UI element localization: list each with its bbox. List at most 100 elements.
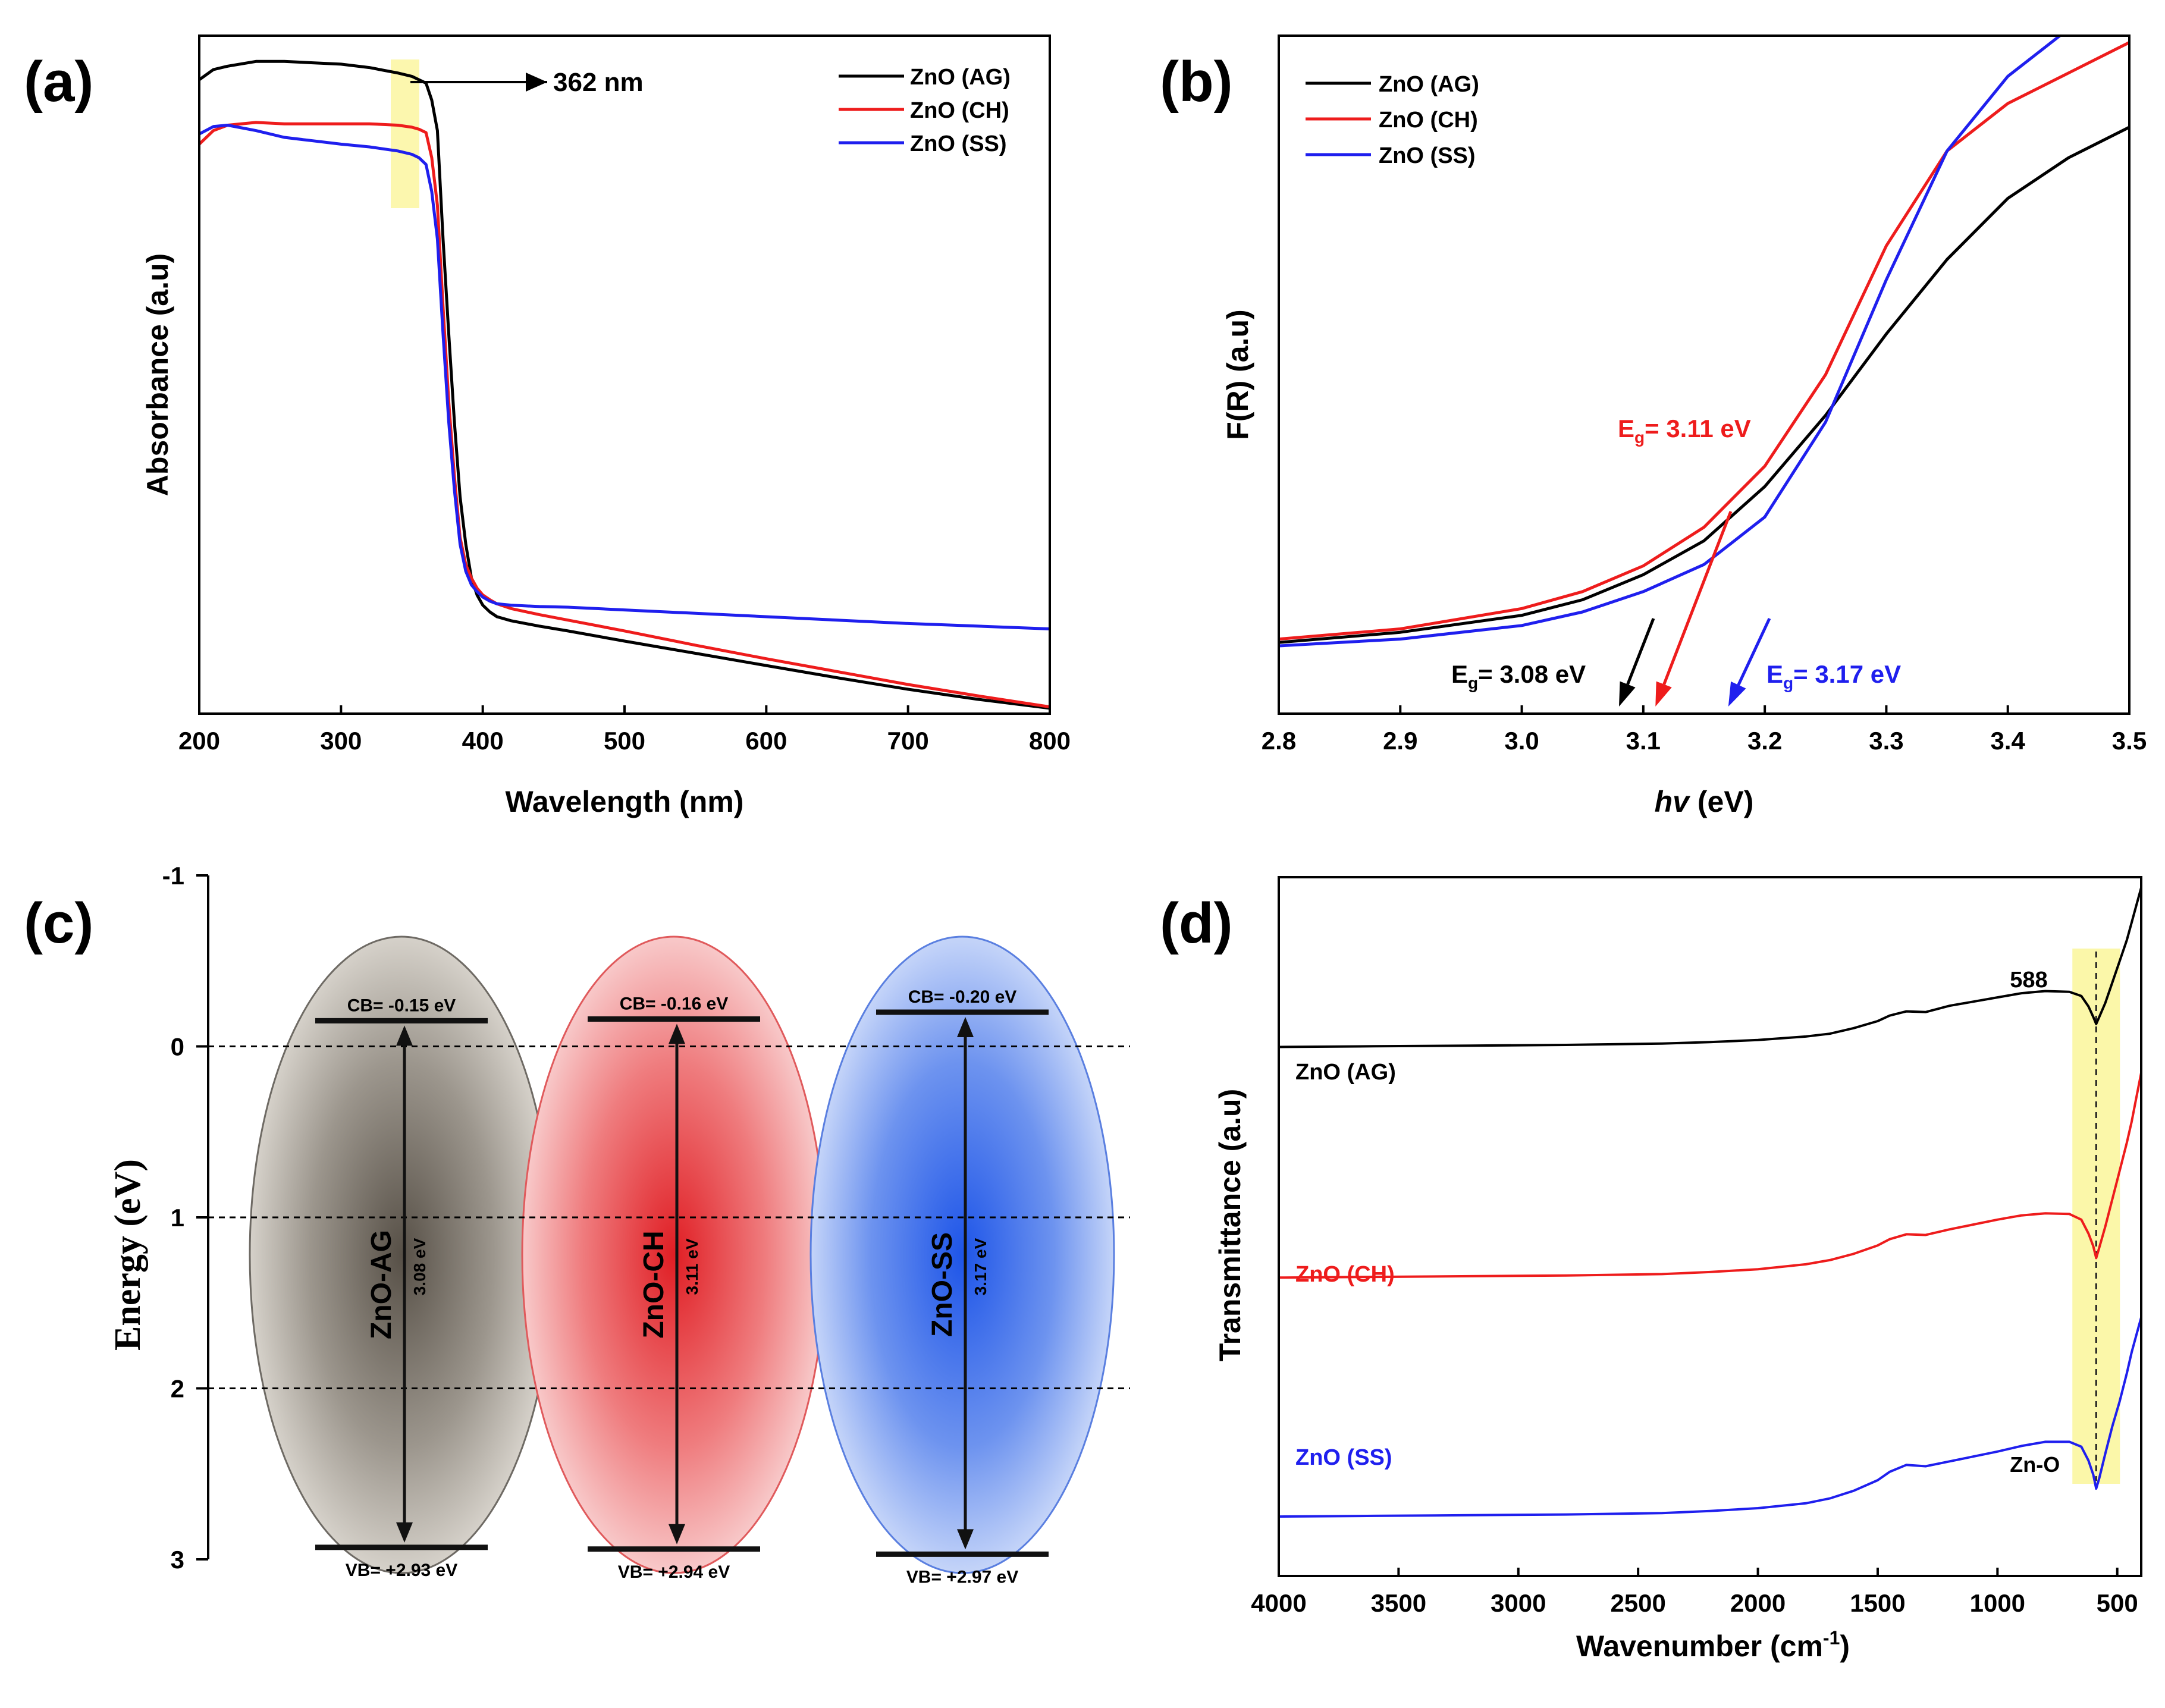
x-axis-label-d-close: ) — [1840, 1629, 1850, 1663]
a-x-tick-label-6: 800 — [1029, 727, 1071, 755]
panel-c: (c) -1 0 1 2 3 CB= -0.15 eV VB= +2.93 eV ZnO-AG… — [24, 862, 1130, 1587]
d-x-tick-label-3: 2500 — [1610, 1589, 1665, 1617]
legend-a-ss-text: ZnO (SS) — [910, 131, 1007, 156]
b-arrowhead-ss — [1728, 681, 1746, 707]
b-arrow-ss — [1737, 617, 1771, 686]
x-axis-label-d-sup: -1 — [1823, 1627, 1840, 1649]
c-gap-value-ag: 3.08 eV — [410, 1238, 429, 1295]
plot-b-frame — [1278, 34, 2131, 715]
a-x-tick-label-1: 300 — [320, 727, 362, 755]
b-x-tick-label-7: 3.5 — [2112, 727, 2147, 755]
c-material-name-ch: ZnO-CH — [638, 1230, 670, 1338]
b-x-tick-label-5: 3.3 — [1869, 727, 1903, 755]
d-peak-label: 588 — [2010, 968, 2047, 993]
d-series-ss — [1278, 1317, 2142, 1518]
c-body: -1 0 1 2 3 CB= -0.15 eV VB= +2.93 eV ZnO-AG 3.08… — [162, 862, 1130, 1587]
a-series-ag — [198, 59, 1050, 710]
panel-b-label: (b) — [1160, 50, 1233, 114]
legend-b-ch-text: ZnO (CH) — [1379, 108, 1478, 133]
y-axis-label-c: Energy (eV) — [108, 1159, 148, 1351]
b-arrowhead-ag — [1619, 681, 1636, 707]
c-ellipse-ag — [249, 935, 554, 1574]
c-cb-label-ss: CB= -0.20 eV — [908, 987, 1017, 1007]
c-cb-label-ch: CB= -0.16 eV — [620, 994, 729, 1014]
b-label-value: = 3.11 eV — [1645, 415, 1751, 442]
d-band-label: Zn-O — [2010, 1452, 2060, 1477]
c-material-name-ss: ZnO-SS — [927, 1232, 958, 1337]
panel-c-label: (c) — [24, 891, 93, 955]
b-label-e: E — [1451, 660, 1468, 688]
c-gap-value-ss: 3.17 eV — [971, 1238, 990, 1295]
d-x-tick-label-4: 2000 — [1730, 1589, 1786, 1617]
c-material-name-ag: ZnO-AG — [366, 1230, 397, 1339]
plot-d-frame — [1278, 876, 2142, 1577]
a-series-ch — [198, 121, 1050, 709]
c-y-tick-label-1: 0 — [171, 1033, 184, 1061]
d-series-label-ch: ZnO (CH) — [1295, 1262, 1395, 1287]
c-y-tick-label-4: 3 — [171, 1546, 184, 1574]
b-series-ss — [1279, 36, 2063, 648]
x-axis-label-a: Wavelength (nm) — [506, 785, 744, 818]
x-axis-label-b-italic: hv — [1655, 785, 1692, 818]
d-series-ch — [1278, 1072, 2142, 1279]
y-axis-label-b: F(R) (a.u) — [1221, 309, 1254, 439]
a-x-tick-label-0: 200 — [178, 727, 220, 755]
b-series-ag — [1279, 125, 2129, 644]
a-x-tick-label-2: 400 — [462, 727, 504, 755]
d-body: ZnO (AG) ZnO (CH) ZnO (SS) 588 Zn-O — [1278, 887, 2142, 1518]
x-axis-label-b: hv (eV) — [1655, 785, 1754, 818]
a-x-tick-label-5: 700 — [887, 727, 929, 755]
b-label-sub: g — [1634, 428, 1645, 447]
c-vb-label-ss: VB= +2.97 eV — [906, 1567, 1018, 1587]
b-x-tick-label-1: 2.9 — [1383, 727, 1417, 755]
d-series-ag — [1278, 887, 2142, 1048]
b-arrowhead-ch — [1655, 681, 1672, 707]
x-axis-label-d: Wavenumber (cm-1) — [1576, 1627, 1850, 1663]
a-curves — [198, 59, 1050, 710]
b-arrow-ag — [1626, 618, 1655, 685]
c-gap-arrowhead-bot-ch — [669, 1524, 685, 1544]
c-gap-value-ch: 3.11 eV — [683, 1238, 701, 1295]
b-series-ch — [1279, 41, 2129, 641]
a-x-tick-label-4: 600 — [745, 727, 787, 755]
b-xticks: 2.8 2.9 3.0 3.1 3.2 3.3 3.4 3.5 — [1262, 705, 2147, 755]
peak-highlight-a — [391, 59, 419, 208]
b-x-tick-label-4: 3.2 — [1747, 727, 1782, 755]
c-gap-arrowhead-bot-ag — [396, 1522, 413, 1543]
panel-d-label: (d) — [1160, 891, 1233, 955]
b-arrow-ch — [1662, 511, 1733, 685]
d-x-tick-label-1: 3500 — [1371, 1589, 1426, 1617]
d-x-tick-label-7: 500 — [2097, 1589, 2138, 1617]
b-label-sub: g — [1783, 674, 1793, 692]
c-gap-arrowhead-bot-ss — [957, 1529, 974, 1550]
b-x-tick-label-0: 2.8 — [1262, 727, 1296, 755]
y-axis-label-a: Absorbance (a.u) — [141, 253, 174, 496]
d-x-tick-label-5: 1500 — [1850, 1589, 1905, 1617]
d-x-tick-label-6: 1000 — [1970, 1589, 2025, 1617]
panel-a-label: (a) — [24, 50, 93, 114]
d-series-label-ss: ZnO (SS) — [1295, 1445, 1392, 1470]
b-series-group — [1279, 36, 2129, 648]
legend-a-ch-text: ZnO (CH) — [910, 98, 1009, 123]
c-gap-arrowhead-top-ch — [669, 1023, 685, 1044]
annotation-362: 362 nm — [553, 68, 644, 97]
c-y-tick-label-0: -1 — [162, 862, 184, 890]
b-label-ch: Eg= 3.11 eV — [1618, 415, 1751, 447]
legend-a-ag-text: ZnO (AG) — [910, 65, 1011, 90]
b-x-tick-label-2: 3.0 — [1504, 727, 1539, 755]
legend-b-ag-text: ZnO (AG) — [1379, 72, 1479, 97]
b-x-tick-label-6: 3.4 — [1991, 727, 2026, 755]
legend-a: ZnO (AG) ZnO (CH) ZnO (SS) — [839, 65, 1011, 156]
a-xticks: 200 300 400 500 600 700 800 — [178, 705, 1071, 755]
b-label-value: = 3.08 eV — [1478, 660, 1586, 688]
y-axis-label-d: Transmittance (a.u) — [1213, 1089, 1247, 1361]
panel-b: (b) 2.8 2.9 3.0 3.1 3.2 3.3 3.4 3.5 Eg= 3.08 eV… — [1160, 34, 2147, 818]
c-vb-label-ag: VB= +2.93 eV — [346, 1561, 457, 1580]
x-axis-label-d-main: Wavenumber (cm — [1576, 1629, 1823, 1663]
b-label-sub: g — [1468, 674, 1478, 692]
x-axis-label-b-rest: (eV) — [1689, 785, 1753, 818]
c-ellipse-ss — [809, 935, 1115, 1574]
c-gap-arrowhead-top-ag — [396, 1025, 413, 1046]
